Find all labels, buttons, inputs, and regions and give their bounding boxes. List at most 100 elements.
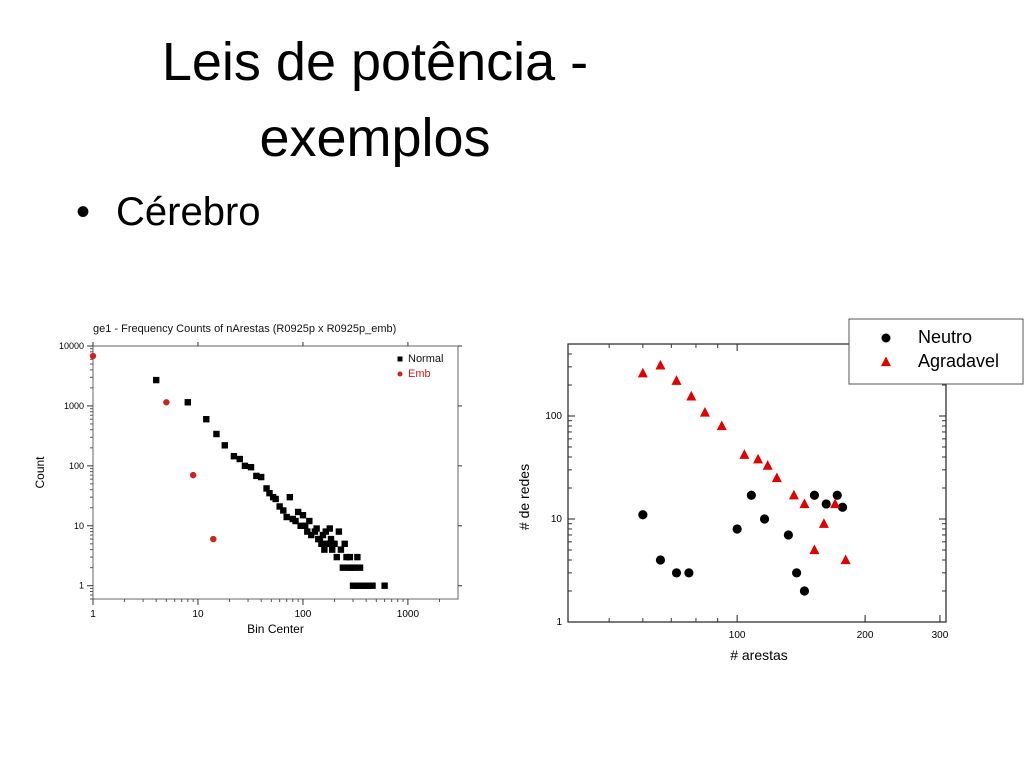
- data-point: [716, 420, 727, 431]
- data-point: [343, 553, 350, 561]
- data-point: [809, 490, 820, 500]
- data-point: [684, 568, 694, 578]
- y-axis-label: # de redes: [516, 464, 532, 530]
- data-point: [345, 564, 352, 571]
- data-point: [356, 564, 364, 571]
- series-emb: [89, 352, 217, 543]
- y-axis-label: Count: [33, 456, 47, 489]
- data-point: [329, 546, 336, 553]
- data-point: [236, 455, 243, 463]
- data-point: [671, 375, 682, 385]
- chart-title: ge1 - Frequency Counts of nArestas (R092…: [93, 323, 396, 335]
- data-point: [671, 568, 682, 578]
- data-point: [308, 531, 315, 539]
- data-point: [89, 352, 97, 360]
- data-point: [280, 507, 287, 514]
- x-tick-label: 200: [857, 630, 874, 641]
- data-point: [163, 399, 170, 406]
- data-point: [286, 493, 294, 501]
- data-point: [753, 453, 764, 464]
- data-point: [788, 489, 799, 500]
- data-point: [739, 449, 750, 459]
- x-axis-label: # arestas: [730, 647, 788, 663]
- data-point: [283, 513, 290, 521]
- data-point: [327, 535, 335, 543]
- legend-label: Emb: [408, 368, 431, 380]
- legend-box: [848, 318, 1024, 385]
- data-point: [638, 510, 648, 520]
- data-point: [263, 485, 270, 492]
- y-tick-label: 10: [551, 514, 563, 525]
- data-point: [799, 586, 810, 596]
- data-point: [247, 463, 255, 471]
- data-point: [152, 376, 160, 384]
- frequency-counts-chart: ge1 - Frequency Counts of nArestas (R092…: [33, 323, 462, 636]
- data-point: [203, 416, 210, 423]
- series-neutro: [638, 490, 848, 596]
- legend-label: Agradavel: [918, 351, 999, 371]
- data-point: [346, 553, 354, 561]
- data-point: [354, 553, 361, 561]
- legend: Neutro Agradavel: [848, 318, 1024, 385]
- plot-frame: [567, 343, 947, 623]
- y-tick-label: 10000: [59, 341, 84, 351]
- data-point: [304, 528, 311, 535]
- data-point: [299, 512, 307, 519]
- data-point: [759, 514, 770, 524]
- legend: Normal Emb: [397, 353, 443, 380]
- legend-marker: [881, 333, 891, 343]
- data-point: [746, 490, 756, 500]
- x-axis-label: Bin Center: [247, 622, 304, 636]
- legend-marker: [397, 356, 403, 362]
- bullet-text: Cérebro: [116, 190, 261, 234]
- data-point: [257, 473, 265, 481]
- data-point: [809, 544, 820, 555]
- data-point: [331, 540, 338, 548]
- data-point: [294, 508, 302, 516]
- data-point: [369, 582, 376, 589]
- legend-marker: [397, 371, 403, 377]
- data-point: [210, 535, 217, 543]
- data-point: [321, 546, 328, 553]
- data-point: [266, 489, 273, 497]
- y-tick-label: 1: [79, 581, 84, 591]
- legend-label: Neutro: [918, 327, 972, 347]
- data-point: [301, 522, 309, 529]
- slide-title-line-2: exemplos: [259, 108, 491, 168]
- data-point: [221, 442, 228, 449]
- y-tick-label: 100: [69, 461, 84, 471]
- data-point: [316, 535, 324, 543]
- data-point: [319, 531, 327, 539]
- data-point: [732, 524, 742, 534]
- data-point: [241, 462, 249, 470]
- x-tick-label: 300: [932, 630, 949, 641]
- data-point: [341, 540, 348, 548]
- data-point: [840, 554, 851, 565]
- x-tick-label: 10: [192, 609, 204, 620]
- data-point: [326, 525, 333, 532]
- data-point: [276, 503, 283, 510]
- data-point: [821, 499, 831, 509]
- data-point: [292, 517, 299, 525]
- x-tick-label: 100: [295, 609, 312, 620]
- data-point: [322, 528, 329, 535]
- data-point: [381, 582, 388, 589]
- axes: 1 10 100 1000 1 10 100 1000 10000: [59, 341, 462, 620]
- data-point: [771, 472, 782, 483]
- y-tick-label: 1: [556, 617, 562, 628]
- legend-marker: [881, 356, 891, 367]
- data-point: [297, 522, 304, 529]
- data-point: [362, 582, 370, 589]
- data-point: [699, 407, 710, 417]
- data-point: [230, 452, 238, 460]
- data-point: [306, 517, 313, 525]
- data-point: [337, 546, 345, 553]
- slide-title: Leis de potência - exemplos: [100, 24, 650, 176]
- data-point: [837, 502, 848, 512]
- data-point: [792, 568, 802, 578]
- x-tick-label: 1: [90, 609, 96, 620]
- series-agradavel: [637, 359, 851, 565]
- y-tick-label: 1000: [64, 401, 84, 411]
- data-point: [830, 498, 841, 509]
- data-point: [333, 553, 340, 561]
